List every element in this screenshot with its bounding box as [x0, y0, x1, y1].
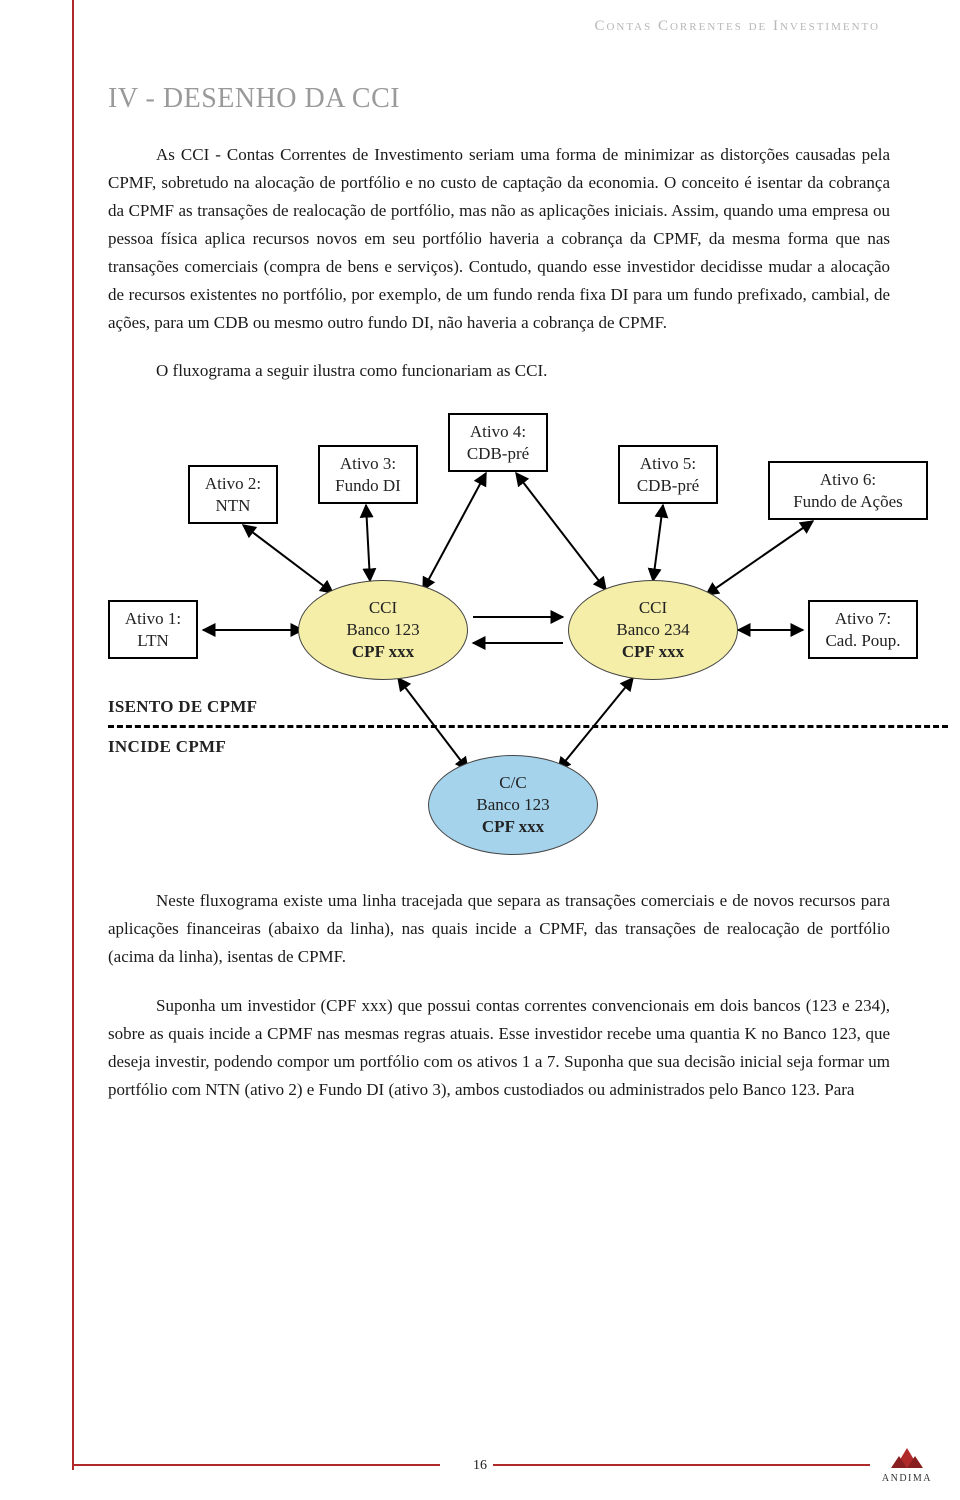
- node-a5: Ativo 5:CDB-pré: [618, 445, 718, 504]
- zone-label-upper: ISENTO DE CPMF: [108, 697, 257, 717]
- footer-line-left: [72, 1464, 440, 1466]
- page-footer: 16 ANDIMA: [0, 1448, 960, 1488]
- node-cci2: CCIBanco 234CPF xxx: [568, 580, 738, 680]
- node-a7: Ativo 7:Cad. Poup.: [808, 600, 918, 659]
- node-a3: Ativo 3:Fundo DI: [318, 445, 418, 504]
- content-area: IV - DESENHO DA CCI As CCI - Contas Corr…: [80, 83, 890, 1104]
- andima-logo: ANDIMA: [882, 1446, 932, 1484]
- paragraph-3: Neste fluxograma existe uma linha tracej…: [108, 887, 890, 971]
- running-header: Contas Correntes de Investimento: [80, 0, 890, 35]
- zone-divider: [108, 725, 948, 728]
- page: Contas Correntes de Investimento IV - DE…: [0, 0, 960, 1500]
- page-number: 16: [467, 1458, 493, 1474]
- section-title: IV - DESENHO DA CCI: [108, 83, 890, 115]
- logo-text: ANDIMA: [882, 1473, 932, 1484]
- zone-label-lower: INCIDE CPMF: [108, 737, 226, 757]
- paragraph-4: Suponha um investidor (CPF xxx) que poss…: [108, 992, 890, 1104]
- paragraph-1: As CCI - Contas Correntes de Investiment…: [108, 141, 890, 337]
- footer-line-right: [490, 1464, 870, 1466]
- node-a1: Ativo 1:LTN: [108, 600, 198, 659]
- node-cci1: CCIBanco 123CPF xxx: [298, 580, 468, 680]
- node-a4: Ativo 4:CDB-pré: [448, 413, 548, 472]
- flowchart-diagram: ISENTO DE CPMF INCIDE CPMF Ativo 1:LTN Ativ…: [108, 405, 928, 865]
- node-cc: C/CBanco 123CPF xxx: [428, 755, 598, 855]
- node-a6: Ativo 6:Fundo de Ações: [768, 461, 928, 520]
- left-rule: [72, 0, 74, 1470]
- node-a2: Ativo 2:NTN: [188, 465, 278, 524]
- paragraph-2: O fluxograma a seguir ilustra como funci…: [108, 357, 890, 385]
